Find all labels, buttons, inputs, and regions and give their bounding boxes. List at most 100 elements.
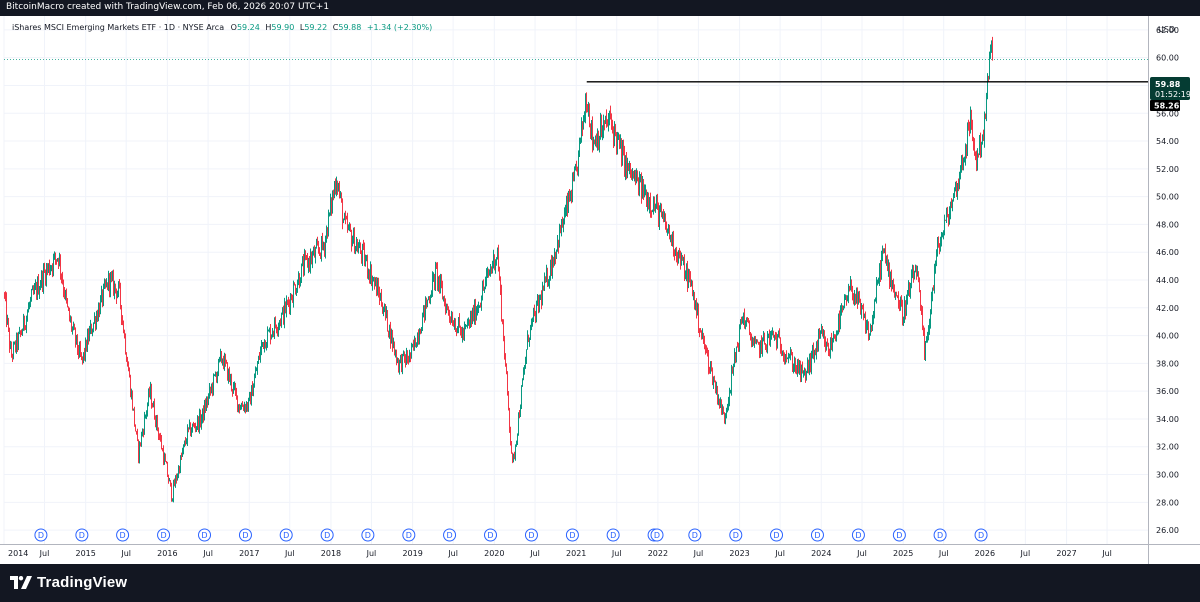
dividend-marker-letter: D — [446, 531, 452, 540]
price-tick-label: 52.00 — [1156, 165, 1179, 174]
dividend-marker-circle — [892, 528, 906, 542]
dividend-marker: D — [933, 528, 947, 542]
dividend-marker: D — [810, 528, 824, 542]
dividend-marker-letter: D — [38, 531, 44, 540]
dividend-marker: D — [851, 528, 865, 542]
dividend-marker: D — [75, 528, 89, 542]
level-line-layer — [4, 58, 1148, 83]
dividend-marker-circle — [198, 528, 212, 542]
price-tick-label: 34.00 — [1156, 415, 1179, 424]
dividend-marker-letter: D — [487, 531, 493, 540]
time-tick-label: Jul — [202, 549, 213, 558]
dividend-markers: DDDDDDDDDDDDDDDDDDDDDDDDD — [34, 528, 988, 542]
price-tick-label: 46.00 — [1156, 248, 1179, 257]
high-value: 59.90 — [271, 23, 295, 32]
dividend-marker: D — [198, 528, 212, 542]
low-value: 59.22 — [304, 23, 328, 32]
countdown-value: 01:52:19 — [1155, 90, 1191, 99]
dividend-marker-circle — [238, 528, 252, 542]
dividend-marker-letter: D — [569, 531, 575, 540]
dividend-marker-circle — [729, 528, 743, 542]
dividend-marker-circle — [606, 528, 620, 542]
time-axis[interactable]: 2014 Jul 2015 Jul 2016 Jul 2017 Jul 2018 Jul 2019 J… — [8, 549, 1112, 558]
dividend-marker-letter: D — [406, 531, 412, 540]
price-tick-label: 30.00 — [1156, 471, 1179, 480]
time-tick-label: Jul — [529, 549, 540, 558]
dividend-marker-circle — [565, 528, 579, 542]
dividend-marker-circle — [810, 528, 824, 542]
dividend-marker: D — [443, 528, 457, 542]
dividend-marker-letter: D — [855, 531, 861, 540]
time-tick-label: 2017 — [239, 549, 259, 558]
dividend-marker: D — [484, 528, 498, 542]
dividend-marker: D — [157, 528, 171, 542]
dividend-marker-circle — [279, 528, 293, 542]
time-tick-label: Jul — [938, 549, 949, 558]
change-value: +1.34 (+2.30%) — [366, 23, 433, 32]
chart-frame[interactable]: USD 26.00 28.00 30.00 32.00 34.00 36.00 38.00 4… — [0, 16, 1200, 564]
dividend-marker-letter: D — [896, 531, 902, 540]
symbol-legend[interactable]: iShares MSCI Emerging Markets ETF · 1D ·… — [12, 23, 435, 32]
time-tick-label: 2021 — [566, 549, 586, 558]
price-tick-label: 62.00 — [1156, 26, 1179, 35]
level-price-value: 58.26 — [1154, 102, 1180, 111]
dividend-marker-letter: D — [324, 531, 330, 540]
dividend-marker: D — [320, 528, 334, 542]
tradingview-logo[interactable]: TradingView — [10, 574, 127, 591]
dividend-marker-circle — [974, 528, 988, 542]
currency-label: USD — [1158, 25, 1175, 34]
symbol-title: iShares MSCI Emerging Markets ETF · 1D ·… — [12, 23, 225, 32]
dividend-marker-letter: D — [978, 531, 984, 540]
time-tick-label: 2019 — [402, 549, 422, 558]
dividend-marker-letter: D — [692, 531, 698, 540]
attribution-bar: BitcoinMacro created with TradingView.co… — [0, 0, 1200, 16]
dividend-marker: D — [770, 528, 784, 542]
dividend-marker-circle — [75, 528, 89, 542]
candles-layer — [4, 36, 993, 503]
dividend-marker-letter: D — [120, 531, 126, 540]
time-tick-label: Jul — [693, 549, 704, 558]
time-tick-label: Jul — [447, 549, 458, 558]
time-tick-label: Jul — [611, 549, 622, 558]
dividend-marker-letter: D — [610, 531, 616, 540]
dividend-marker-circle — [484, 528, 498, 542]
dividend-marker-circle — [361, 528, 375, 542]
dividend-marker: D — [238, 528, 252, 542]
price-tick-label: 28.00 — [1156, 498, 1179, 507]
dividend-marker-letter: D — [528, 531, 534, 540]
time-tick-label: Jul — [1020, 549, 1031, 558]
price-tick-label: 48.00 — [1156, 220, 1179, 229]
dividend-marker-letter: D — [365, 531, 371, 540]
dividend-marker: D — [116, 528, 130, 542]
time-tick-label: 2020 — [484, 549, 504, 558]
tradingview-logo-icon — [10, 576, 32, 589]
price-axis[interactable]: USD 26.00 28.00 30.00 32.00 34.00 36.00 38.00 4… — [1156, 25, 1179, 535]
footer-bar: TradingView — [0, 564, 1200, 602]
dividend-marker-letter: D — [654, 531, 660, 540]
dividend-marker-circle — [933, 528, 947, 542]
dividend-marker-letter: D — [201, 531, 207, 540]
dividend-marker-circle — [34, 528, 48, 542]
price-tick-label: 56.00 — [1156, 109, 1179, 118]
dividend-marker: D — [361, 528, 375, 542]
time-tick-label: 2015 — [76, 549, 96, 558]
price-tick-label: 32.00 — [1156, 443, 1179, 452]
level-price-tag — [1150, 100, 1180, 111]
price-chart[interactable]: USD 26.00 28.00 30.00 32.00 34.00 36.00 38.00 4… — [0, 16, 1200, 564]
dividend-marker-circle — [402, 528, 416, 542]
dividend-marker-circle — [320, 528, 334, 542]
time-tick-label: Jul — [856, 549, 867, 558]
attribution-text: BitcoinMacro created with TradingView.co… — [6, 2, 330, 12]
price-tick-label: 38.00 — [1156, 359, 1179, 368]
time-tick-label: Jul — [39, 549, 50, 558]
dividend-marker: D — [524, 528, 538, 542]
dividend-marker-circle — [688, 528, 702, 542]
dividend-marker-letter: D — [814, 531, 820, 540]
time-tick-label: Jul — [1101, 549, 1112, 558]
time-tick-label: 2027 — [1056, 549, 1076, 558]
high-label: H — [265, 23, 272, 32]
time-tick-label: 2016 — [157, 549, 177, 558]
last-price-tag — [1150, 77, 1190, 100]
open-label: O — [230, 23, 237, 32]
price-tick-label: 42.00 — [1156, 304, 1179, 313]
